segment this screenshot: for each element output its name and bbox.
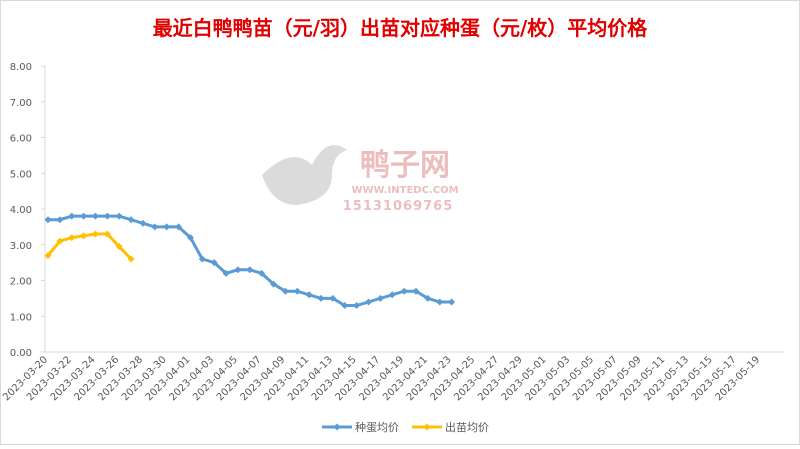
y-tick-label: 2.00 xyxy=(10,277,32,288)
legend-label: 出苗均价 xyxy=(445,420,489,434)
point xyxy=(56,237,64,245)
y-tick-label: 3.00 xyxy=(10,241,32,252)
point xyxy=(186,234,194,242)
point xyxy=(103,212,111,220)
watermark-logo xyxy=(262,145,347,205)
point xyxy=(103,230,111,238)
point xyxy=(44,216,52,224)
point xyxy=(329,294,337,302)
point xyxy=(376,294,384,302)
point xyxy=(317,294,325,302)
y-tick-label: 0.00 xyxy=(10,348,32,359)
point xyxy=(400,287,408,295)
point xyxy=(163,223,171,231)
legend-label: 种蛋均价 xyxy=(355,420,399,434)
point xyxy=(198,255,206,263)
point xyxy=(68,212,76,220)
point xyxy=(175,223,183,231)
legend-marker xyxy=(423,423,431,431)
watermark-name: 鸭子网 xyxy=(360,148,450,183)
watermark-phone: 15131069765 xyxy=(343,199,454,214)
point xyxy=(80,212,88,220)
point xyxy=(424,294,432,302)
point xyxy=(436,298,444,306)
y-tick-label: 8.00 xyxy=(10,62,32,73)
point xyxy=(293,287,301,295)
watermark: 鸭子网 WWW.INTEDC.COM 15131069765 xyxy=(262,145,459,214)
point xyxy=(270,280,278,288)
point xyxy=(127,216,135,224)
point xyxy=(127,255,135,263)
point xyxy=(246,266,254,274)
point xyxy=(364,298,372,306)
y-tick-label: 1.00 xyxy=(10,312,32,323)
point xyxy=(68,234,76,242)
point xyxy=(341,302,349,310)
point xyxy=(222,269,230,277)
point xyxy=(258,269,266,277)
point xyxy=(91,212,99,220)
chart-title: 最近白鸭鸭苗（元/羽）出苗对应种蛋（元/枚）平均价格 xyxy=(153,16,649,40)
point xyxy=(234,266,242,274)
point xyxy=(353,302,361,310)
point xyxy=(448,298,456,306)
y-tick-label: 7.00 xyxy=(10,98,32,109)
point xyxy=(80,232,88,240)
point xyxy=(210,259,218,267)
point xyxy=(44,251,52,259)
legend-marker xyxy=(333,423,341,431)
point xyxy=(388,291,396,299)
point xyxy=(115,243,123,251)
y-tick-label: 5.00 xyxy=(10,169,32,180)
point xyxy=(91,230,99,238)
point xyxy=(151,223,159,231)
y-tick-label: 6.00 xyxy=(10,134,32,145)
watermark-site: WWW.INTEDC.COM xyxy=(351,185,458,196)
point xyxy=(412,287,420,295)
point xyxy=(305,291,313,299)
point xyxy=(281,287,289,295)
y-tick-label: 4.00 xyxy=(10,205,32,216)
point xyxy=(56,216,64,224)
point xyxy=(115,212,123,220)
point xyxy=(139,219,147,227)
